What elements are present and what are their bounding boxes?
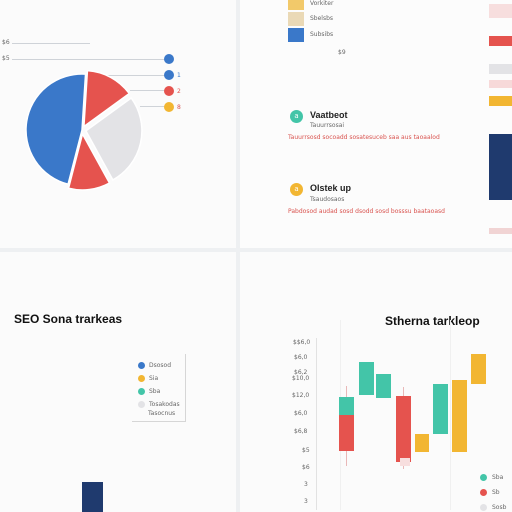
legend-mark: 1: [177, 72, 181, 79]
pie-label-2: $5: [2, 55, 10, 62]
feed-body: Pabdosod audad sosd dsodd sosd bosssu ba…: [288, 208, 445, 215]
legend-label: Tosakodas: [149, 401, 180, 408]
candle: [339, 415, 354, 451]
callout-line: [12, 43, 90, 44]
y-tick: $6,0: [294, 354, 308, 361]
legend-note: $9: [338, 49, 346, 56]
legend-swatch: [138, 388, 145, 395]
callout-line: [106, 75, 165, 76]
legend-swatch: [138, 375, 145, 382]
pie-slice: [83, 69, 131, 129]
candle: [396, 396, 411, 462]
legend-swatch: [288, 12, 304, 26]
y-tick: 3: [304, 498, 308, 505]
legend-label: Sb: [492, 489, 500, 496]
legend-item: Dsosod: [138, 362, 171, 369]
y-tick: $6: [302, 464, 310, 471]
feed-title[interactable]: Vaatbeot: [310, 110, 348, 120]
pie-label-1: $6: [2, 39, 10, 46]
side-bar: [489, 80, 512, 88]
legend-label: Sosb: [492, 504, 507, 511]
feed-icon: a: [290, 110, 303, 123]
legend-swatch: [138, 362, 145, 369]
legend-label: Vorkiter: [310, 0, 334, 7]
legend-dot-yellow: [164, 102, 174, 112]
y-tick: $6,0: [294, 410, 308, 417]
pie-slice: [84, 96, 143, 181]
candlestick-panel: Stherna tarkleop $$6,0 $6,0 $6,2 $10,0 $…: [240, 252, 512, 512]
candle: [415, 434, 429, 452]
candle: [339, 397, 354, 415]
legend-swatch: [288, 28, 304, 42]
pie-slice: [67, 131, 111, 191]
y-tick: $10,0: [292, 375, 310, 382]
panel-title: SEO Sona trarkeas: [14, 312, 123, 326]
legend-swatch: [138, 401, 145, 408]
candle: [452, 380, 467, 452]
legend-item: Sba: [138, 388, 160, 395]
legend: Dsosod Sia Sba Tosakodas Tasocnus: [132, 354, 186, 422]
y-tick: $6,8: [294, 428, 308, 435]
candle: [471, 354, 486, 384]
legend-note: Tasocnus: [148, 410, 176, 417]
feed-subtitle: Tsaudosaos: [310, 196, 345, 203]
legend-swatch: [480, 489, 487, 496]
pie-chart: [25, 69, 143, 191]
y-tick: 3: [304, 481, 308, 488]
legend-label: Subsibs: [310, 31, 334, 38]
seo-panel: SEO Sona trarkeas Dsosod Sia Sba Tosakod…: [0, 252, 236, 512]
legend-swatch: [480, 474, 487, 481]
legend-dot-blue: [164, 54, 174, 64]
y-axis: [316, 338, 317, 510]
pie-chart-panel: $6 $5 1 2 8: [0, 0, 236, 248]
legend-label: Sba: [492, 474, 504, 481]
legend-label: Sbelsbs: [310, 15, 334, 22]
y-tick: $6,2: [294, 369, 308, 376]
candle: [376, 374, 391, 398]
legend-label: Dsosod: [149, 362, 172, 369]
callout-line: [130, 90, 165, 91]
y-tick: $12,0: [292, 392, 310, 399]
candle: [433, 384, 448, 434]
feed-title[interactable]: Olstek up: [310, 183, 352, 193]
legend-item: Tosakodas: [138, 401, 180, 408]
feed-body: Tauurrsosd socoadd sosatesuceb saa aus t…: [288, 134, 440, 141]
legend-item: Sia: [138, 375, 158, 382]
legend-mark: 8: [177, 104, 181, 111]
legend-label: Sba: [149, 388, 161, 395]
legend-swatch: [480, 504, 487, 511]
candle: [400, 458, 410, 466]
side-panel-block: [489, 134, 512, 200]
callout-line: [12, 59, 165, 60]
activity-panel: Vorkiter Sbelsbs Subsibs $9 a Vaatbeot T…: [240, 0, 512, 248]
side-bar: [489, 96, 512, 106]
callout-line: [140, 106, 165, 107]
bar: [82, 482, 103, 512]
candle: [359, 362, 374, 395]
side-bar: [489, 4, 512, 18]
pie-slice: [25, 73, 87, 186]
side-bar: [489, 36, 512, 46]
side-bar: [489, 64, 512, 74]
feed-icon: a: [290, 183, 303, 196]
side-bar: [489, 228, 512, 234]
legend-dot-blue: [164, 70, 174, 80]
legend-label: Sia: [149, 375, 159, 382]
panel-title: Stherna tarkleop: [385, 314, 480, 328]
legend-mark: 2: [177, 88, 181, 95]
y-tick: $5: [302, 447, 310, 454]
legend-dot-red: [164, 86, 174, 96]
feed-subtitle: Tauurrsosai: [310, 122, 345, 129]
grid-line: [450, 320, 451, 510]
legend-swatch: [288, 0, 304, 10]
y-tick: $$6,0: [293, 339, 311, 346]
